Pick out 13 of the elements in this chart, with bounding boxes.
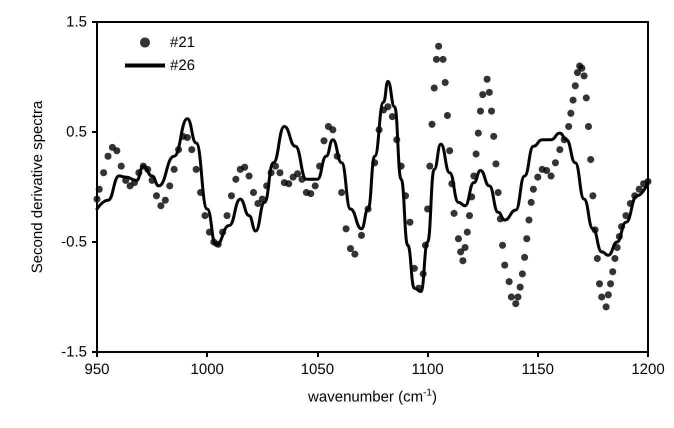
y-tick-label: -0.5	[61, 234, 87, 250]
y-tick-label: -1.5	[61, 344, 87, 360]
x-tick-label: 1200	[631, 361, 665, 378]
legend-label: #26	[170, 57, 196, 74]
y-tick-label: 1.5	[66, 14, 87, 30]
x-tick-label: 1150	[522, 361, 554, 378]
x-tick-label: 950	[84, 361, 110, 378]
x-tick-label: 1100	[411, 361, 444, 378]
x-tick-label: 1050	[300, 361, 334, 378]
y-tick-label: 0.5	[66, 124, 87, 140]
y-axis-title: Second derivative spectra	[29, 100, 46, 274]
legend-label: #21	[170, 34, 196, 51]
x-tick-label: 1000	[190, 361, 224, 378]
